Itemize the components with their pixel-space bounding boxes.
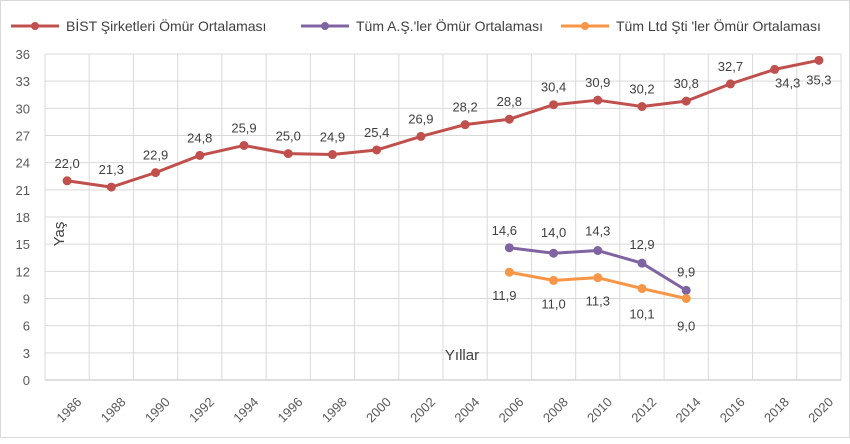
data-label: 10,1	[629, 307, 654, 322]
x-tick-label: 2018	[761, 394, 792, 425]
legend-swatch-marker	[581, 22, 589, 30]
legend-swatch-marker	[31, 22, 39, 30]
data-point	[549, 248, 559, 258]
data-point	[593, 246, 603, 256]
data-point	[416, 131, 426, 141]
data-point	[637, 258, 647, 268]
y-tick-label: 33	[16, 74, 30, 89]
data-point	[681, 285, 691, 295]
legend-label: BİST Şirketleri Ömür Ortalaması	[66, 17, 266, 34]
data-label: 25,4	[364, 125, 389, 140]
legend-label: Tüm Ltd Şti 'ler Ömür Ortalaması	[616, 17, 821, 34]
data-label: 14,6	[492, 223, 517, 238]
data-point	[549, 275, 559, 285]
data-label: 22,9	[143, 148, 168, 163]
data-point	[637, 284, 647, 294]
y-axis-title: Yaş	[51, 222, 68, 247]
x-tick-label: 1990	[142, 394, 173, 425]
y-tick-label: 30	[16, 101, 30, 116]
y-tick-label: 3	[23, 346, 30, 361]
data-label: 32,7	[718, 59, 743, 74]
data-label: 28,2	[452, 100, 477, 115]
data-point	[814, 55, 824, 65]
data-label: 25,9	[231, 120, 256, 135]
data-label: 22,0	[54, 156, 79, 171]
data-label: 34,3	[775, 75, 800, 90]
legend-swatch-marker	[321, 22, 329, 30]
data-point	[593, 95, 603, 105]
x-tick-label: 1996	[275, 394, 306, 425]
data-point	[283, 149, 293, 159]
data-label: 25,0	[276, 129, 301, 144]
data-point	[681, 294, 691, 303]
data-label: 11,0	[541, 296, 565, 311]
data-point	[637, 102, 647, 112]
x-tick-label: 2006	[496, 394, 527, 425]
x-tick-label: 2004	[451, 394, 482, 425]
legend-label: Tüm A.Ş.'ler Ömür Ortalaması	[356, 17, 543, 34]
data-point	[549, 100, 559, 110]
x-tick-label: 2008	[540, 394, 571, 425]
y-tick-label: 27	[16, 129, 30, 144]
data-point	[460, 120, 470, 130]
x-tick-label: 1986	[53, 394, 84, 425]
data-point	[151, 168, 161, 178]
x-tick-label: 1998	[319, 394, 350, 425]
data-label: 28,8	[497, 94, 522, 109]
data-point	[195, 150, 205, 160]
data-label: 21,3	[99, 162, 124, 177]
y-tick-label: 36	[16, 47, 30, 62]
x-tick-label: 1992	[186, 394, 217, 425]
x-tick-label: 2020	[805, 394, 836, 425]
data-point	[372, 145, 382, 155]
x-tick-label: 1988	[98, 394, 129, 425]
data-label: 9,9	[677, 264, 695, 279]
data-label: 9,0	[677, 319, 695, 334]
data-point	[239, 140, 249, 150]
x-tick-label: 1994	[230, 394, 261, 425]
data-label: 24,8	[187, 130, 212, 145]
data-label: 14,3	[585, 224, 610, 239]
y-tick-label: 6	[23, 319, 30, 334]
data-label: 11,3	[586, 294, 610, 309]
data-point	[504, 267, 514, 277]
data-label: 14,0	[541, 225, 566, 240]
x-tick-label: 2010	[584, 394, 615, 425]
y-tick-label: 21	[16, 183, 30, 198]
data-point	[593, 273, 603, 283]
y-tick-label: 15	[16, 237, 30, 252]
data-label: 12,9	[629, 237, 654, 252]
data-point	[770, 64, 780, 74]
x-tick-label: 2016	[717, 394, 748, 425]
x-tick-label: 2000	[363, 394, 394, 425]
y-tick-label: 18	[16, 210, 30, 225]
data-point	[725, 79, 735, 89]
y-tick-label: 9	[23, 292, 30, 307]
x-axis-title: Yıllar	[445, 347, 479, 364]
data-point	[106, 182, 116, 192]
data-point	[681, 96, 691, 106]
data-label: 30,4	[541, 80, 566, 95]
data-label: 30,8	[674, 76, 699, 91]
x-tick-label: 2014	[673, 394, 704, 425]
x-tick-label: 2012	[628, 394, 659, 425]
data-label: 24,9	[320, 130, 345, 145]
data-label: 30,2	[629, 82, 654, 97]
data-point	[62, 176, 72, 186]
series-line	[66, 58, 820, 189]
data-label: 26,9	[408, 111, 433, 126]
data-point	[504, 243, 514, 253]
data-label: 35,3	[806, 72, 831, 87]
data-point	[327, 150, 337, 160]
data-label: 30,9	[585, 75, 610, 90]
x-tick-label: 2002	[407, 394, 438, 425]
y-tick-label: 0	[23, 373, 30, 388]
y-tick-label: 12	[16, 264, 30, 279]
data-point	[504, 114, 514, 124]
y-tick-label: 24	[16, 156, 30, 171]
data-label: 11,9	[492, 288, 516, 303]
